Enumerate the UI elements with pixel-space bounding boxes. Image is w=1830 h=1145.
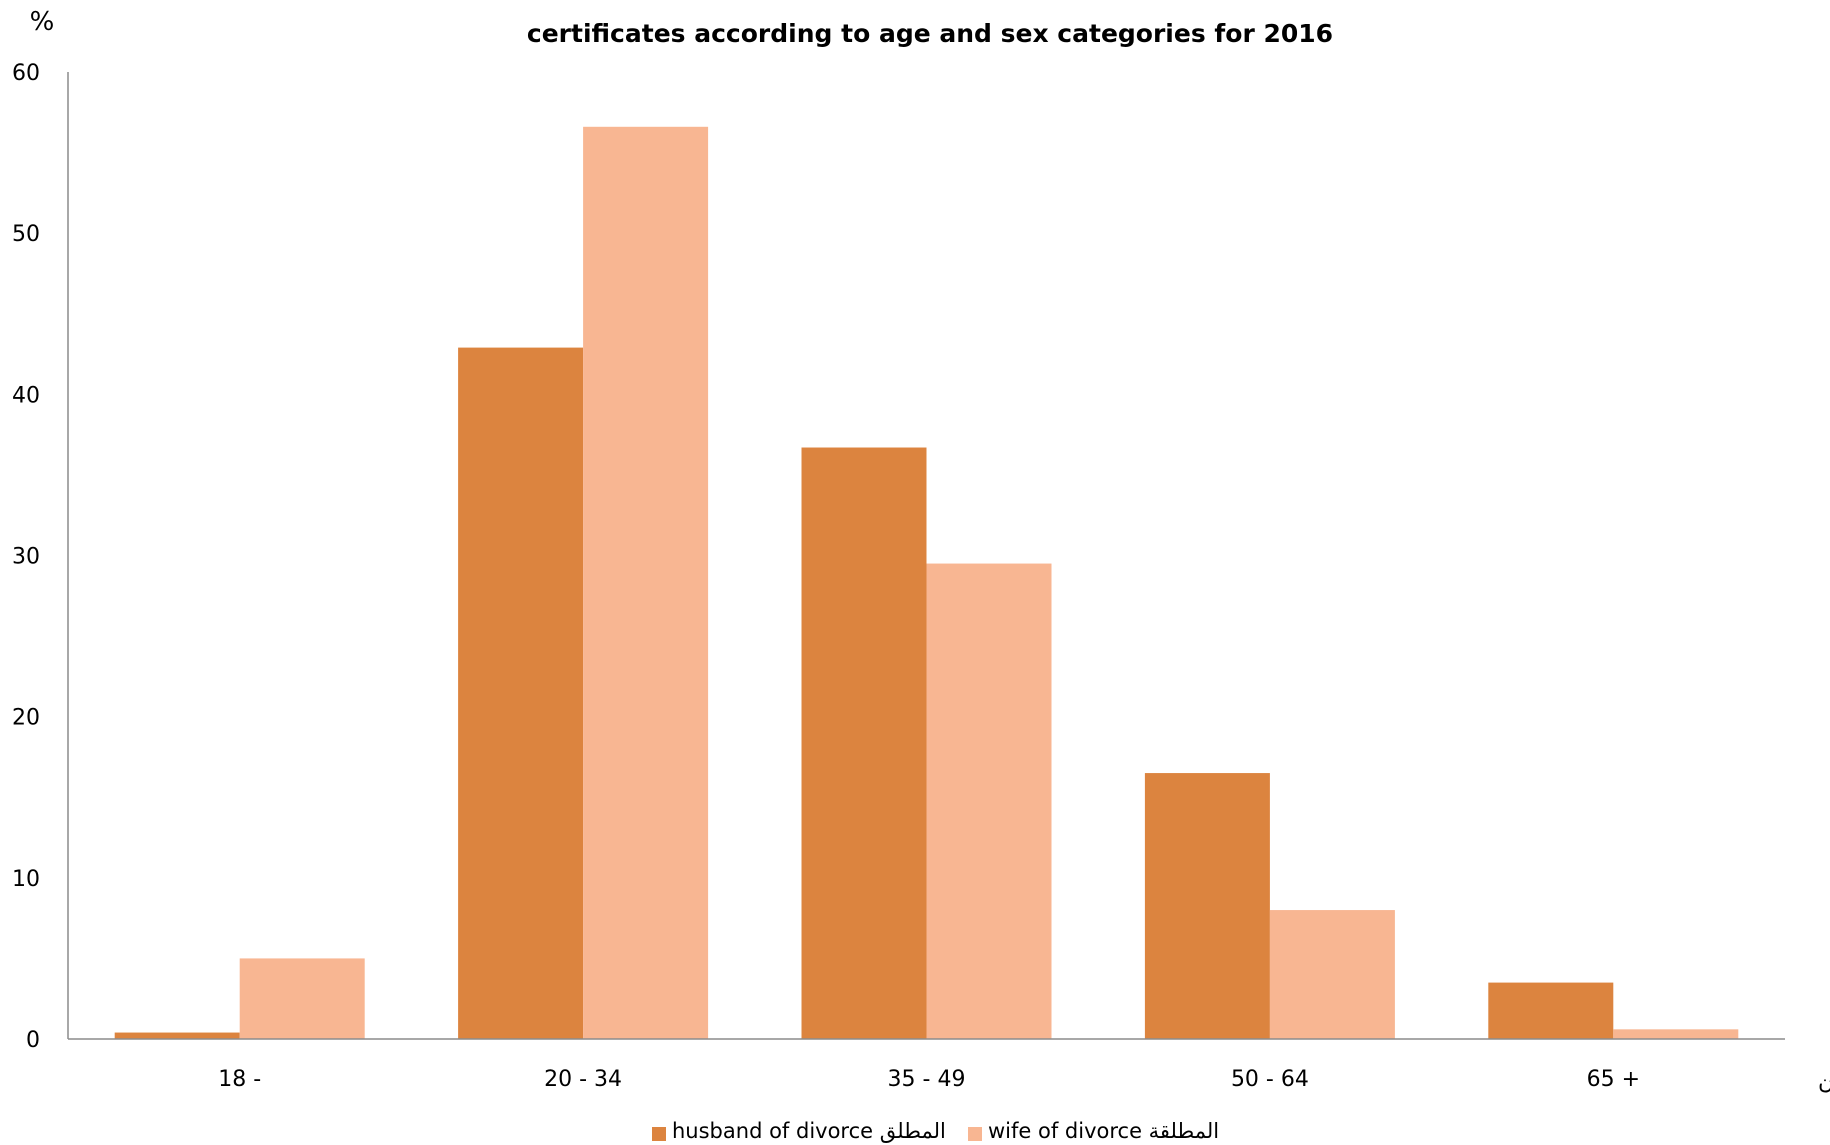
- bar-wife-2: [926, 563, 1052, 1039]
- x-tick-label: 65 +: [1587, 1067, 1640, 1092]
- y-tick-label: 40: [12, 383, 40, 408]
- legend: husband of divorce المطلق wife of divorce…: [652, 1119, 1219, 1143]
- y-tick-label: 30: [12, 545, 40, 570]
- bar-wife-3: [1269, 910, 1395, 1039]
- y-tick-label: 50: [12, 222, 40, 247]
- bar-husband-2: [801, 447, 927, 1040]
- bar-wife-4: [1613, 1029, 1739, 1039]
- legend-swatch: [968, 1127, 982, 1141]
- bars: [114, 126, 1739, 1040]
- x-tick-label: 35 - 49: [888, 1067, 966, 1092]
- legend-label: husband of divorce المطلق: [672, 1119, 946, 1143]
- legend-swatch: [652, 1127, 666, 1141]
- x-tick-label: 20 - 34: [544, 1067, 622, 1092]
- bar-husband-4: [1488, 982, 1614, 1039]
- bar-husband-1: [458, 347, 584, 1040]
- y-tick-label: 60: [12, 61, 40, 86]
- y-tick-label: 10: [12, 867, 40, 892]
- legend-label: wife of divorce المطلقة: [988, 1119, 1219, 1143]
- bar-wife-1: [583, 126, 709, 1039]
- x-tick-label: 50 - 64: [1231, 1067, 1309, 1092]
- y-tick-label: 0: [26, 1028, 40, 1053]
- chart-title: certificates according to age and sex ca…: [527, 19, 1333, 48]
- x-axis-title: فئات السن: [1818, 1068, 1830, 1093]
- x-axis-ticks: 18 - 20 - 34 35 - 49 50 - 64 65 +: [218, 1067, 1640, 1092]
- y-axis-ticks: 0 10 20 30 40 50 60: [12, 61, 40, 1053]
- bar-husband-3: [1144, 773, 1270, 1039]
- bar-husband-0: [114, 1032, 240, 1039]
- x-tick-label: 18 -: [218, 1067, 261, 1092]
- y-tick-label: 20: [12, 706, 40, 731]
- bar-wife-0: [239, 958, 365, 1039]
- y-axis-unit-label: %: [30, 7, 55, 37]
